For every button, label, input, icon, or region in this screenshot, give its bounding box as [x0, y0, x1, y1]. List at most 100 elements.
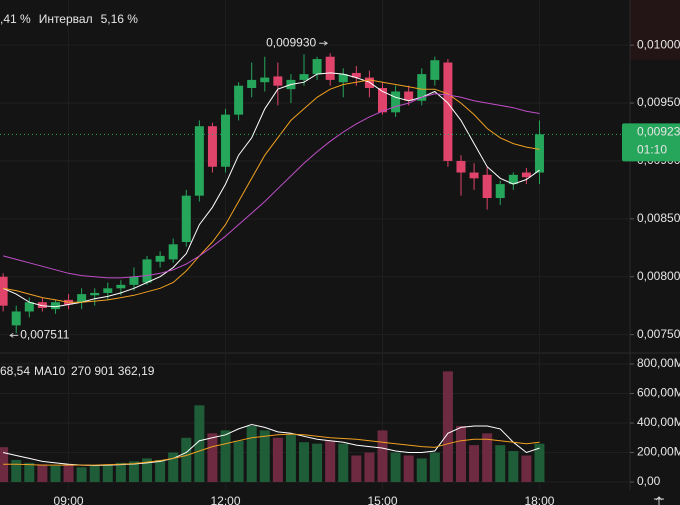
candle-body	[90, 292, 100, 296]
scale-icon[interactable]	[654, 496, 664, 505]
candle-body	[11, 311, 21, 326]
candle-body	[325, 56, 335, 80]
volume-bar	[181, 437, 192, 483]
candle-body	[443, 62, 453, 161]
volume-bar	[338, 443, 349, 483]
x-tick-label: 09:00	[54, 494, 84, 505]
y-tick-label: 400,00M	[637, 415, 680, 429]
volume-bar	[390, 452, 401, 483]
volume-bar	[403, 455, 414, 483]
volume-bar	[429, 452, 440, 483]
candle-body	[404, 91, 414, 101]
volume-bar	[272, 437, 283, 483]
low-arrow	[9, 332, 19, 338]
candle-body	[247, 79, 257, 88]
candle-body	[273, 76, 283, 86]
volume-bar	[521, 455, 532, 483]
candle-body	[482, 174, 492, 198]
volume-bar	[442, 371, 453, 483]
volume-bar	[11, 459, 22, 483]
y-tick-label: 0,00	[637, 474, 661, 488]
volume-bar	[325, 440, 336, 483]
candle-body	[521, 172, 531, 178]
volume-bar	[416, 458, 427, 483]
x-tick-label: 18:00	[524, 494, 554, 505]
y-tick-label: 0,00800	[637, 269, 680, 283]
candle-body	[299, 74, 309, 80]
candle-body	[430, 60, 440, 80]
axis-shade	[630, 0, 680, 60]
candle-body	[37, 302, 47, 308]
volume-header: 68,54	[0, 364, 30, 378]
volume-bar	[63, 464, 74, 483]
y-tick-label: 0,00850	[637, 211, 680, 225]
volume-bar	[155, 459, 166, 483]
candle-body	[77, 294, 87, 303]
candle-body	[116, 284, 126, 289]
candle-body	[207, 126, 217, 167]
header-text: Интервал	[39, 12, 93, 26]
candle-body	[50, 302, 60, 310]
candle-body	[351, 72, 361, 78]
volume-bar	[142, 458, 153, 483]
low-label: 0,007511	[20, 328, 69, 342]
candle-body	[456, 160, 466, 173]
volume-bar	[89, 465, 100, 483]
y-tick-label: 800,00M	[637, 356, 680, 370]
candle-body	[181, 195, 191, 242]
volume-bar	[24, 462, 35, 483]
moving-average	[3, 433, 540, 466]
y-tick-label: 200,00M	[637, 445, 680, 459]
candle-body	[0, 276, 8, 306]
candle-body	[142, 259, 152, 283]
volume-bar	[76, 467, 87, 483]
y-tick-label: 0,01000	[637, 37, 680, 51]
volume-bar	[482, 433, 493, 483]
candle-body	[168, 244, 178, 260]
volume-bar	[115, 462, 126, 483]
moving-average	[2, 72, 540, 308]
candle-body	[24, 302, 34, 312]
y-tick-label: 0,00950	[637, 95, 680, 109]
legend-value: 270 901 362,19	[71, 364, 155, 378]
current-price-box	[622, 123, 680, 162]
candle-body	[469, 172, 479, 179]
high-label: 0,009930	[266, 35, 316, 49]
candle-body	[417, 74, 427, 101]
volume-bar	[50, 465, 61, 483]
x-tick-label: 15:00	[367, 494, 397, 505]
volume-bar	[508, 451, 519, 483]
candle-body	[129, 276, 139, 285]
candle-body	[338, 74, 348, 83]
candle-body	[508, 174, 518, 185]
high-arrow	[319, 40, 329, 46]
candle-body	[378, 88, 387, 113]
candle-body	[103, 288, 113, 293]
volume-bar	[233, 440, 244, 483]
volume-bar	[207, 433, 218, 483]
volume-bar	[495, 445, 506, 483]
header-text: 5,16 %	[101, 12, 139, 26]
y-tick-label: 600,00M	[637, 386, 680, 400]
volume-bar	[469, 445, 480, 483]
volume-bar	[168, 452, 179, 483]
candle-body	[234, 85, 244, 115]
volume-bar	[364, 452, 375, 483]
candle-body	[391, 91, 401, 113]
candle-body	[221, 114, 231, 167]
y-tick-label: 0,00750	[637, 327, 680, 341]
volume-bar	[37, 464, 48, 483]
volume-bar	[312, 443, 323, 483]
volume-bar	[259, 430, 270, 483]
volume-bar	[455, 425, 466, 483]
volume-bar	[351, 455, 362, 483]
current-price-label: 0,00923	[637, 124, 680, 138]
candle-body	[312, 59, 322, 75]
volume-bar	[128, 461, 139, 483]
volume-bar	[102, 464, 113, 483]
volume-bar	[220, 430, 231, 483]
candle-body	[534, 134, 544, 173]
current-price-timer: 01:10	[637, 142, 667, 156]
